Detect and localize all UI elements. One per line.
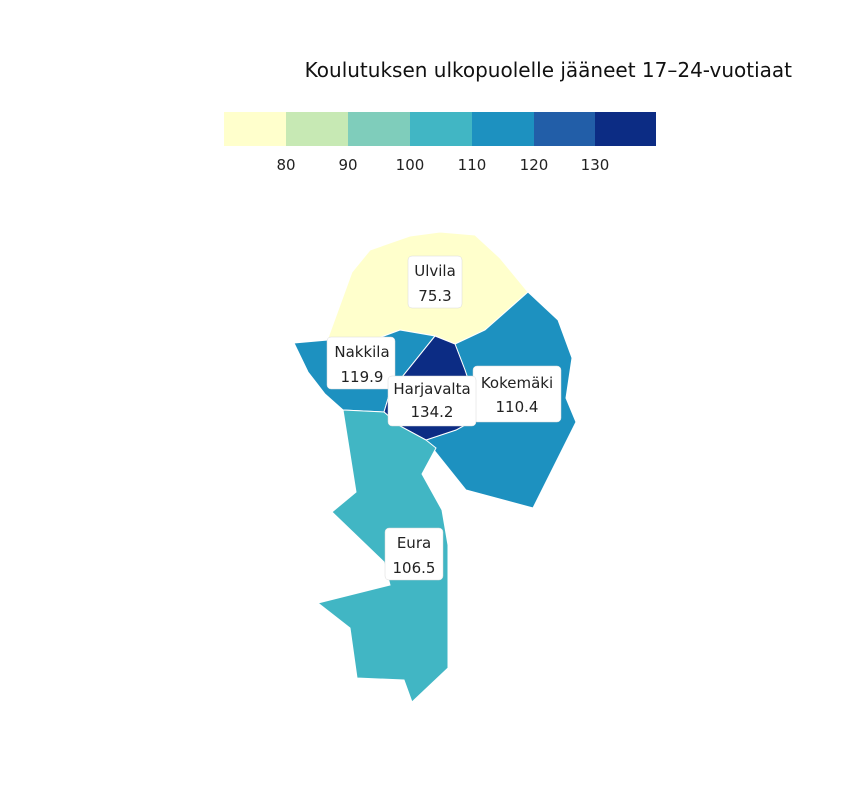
region-value-ulvila: 75.3: [418, 287, 451, 305]
label-box-ulvila: [407, 255, 463, 309]
legend-tick-label: 110: [458, 156, 487, 174]
region-value-harjavalta: 134.2: [411, 403, 454, 421]
legend-swatch-0: [224, 112, 286, 146]
legend-tick-label: 120: [520, 156, 549, 174]
map-title: Koulutuksen ulkopuolelle jääneet 17–24-v…: [305, 58, 792, 82]
region-name-nakkila: Nakkila: [334, 343, 389, 361]
region-value-kokemaki: 110.4: [496, 398, 539, 416]
legend-swatch-2: [348, 112, 410, 146]
region-value-nakkila: 119.9: [341, 368, 384, 386]
color-legend: 80 90 100 110 120 130: [224, 112, 656, 174]
region-name-harjavalta: Harjavalta: [393, 380, 470, 398]
region-value-eura: 106.5: [393, 559, 436, 577]
region-name-ulvila: Ulvila: [414, 262, 456, 280]
region-eura: [316, 409, 449, 703]
legend-swatch-5: [534, 112, 595, 146]
region-name-eura: Eura: [397, 534, 431, 552]
label-box-eura: [384, 527, 444, 581]
legend-tick-label: 100: [396, 156, 425, 174]
legend-swatch-3: [410, 112, 472, 146]
legend-tick-label: 130: [581, 156, 610, 174]
legend-swatch-6: [595, 112, 656, 146]
region-labels: Ulvila 75.3 Nakkila 119.9 Kokemäki 110.4…: [326, 255, 562, 581]
legend-tick-label: 90: [338, 156, 357, 174]
label-box-nakkila: [326, 336, 396, 390]
region-name-kokemaki: Kokemäki: [481, 374, 553, 392]
legend-swatch-1: [286, 112, 348, 146]
legend-tick-label: 80: [276, 156, 295, 174]
label-box-harjavalta: [387, 375, 477, 427]
legend-swatch-4: [472, 112, 534, 146]
